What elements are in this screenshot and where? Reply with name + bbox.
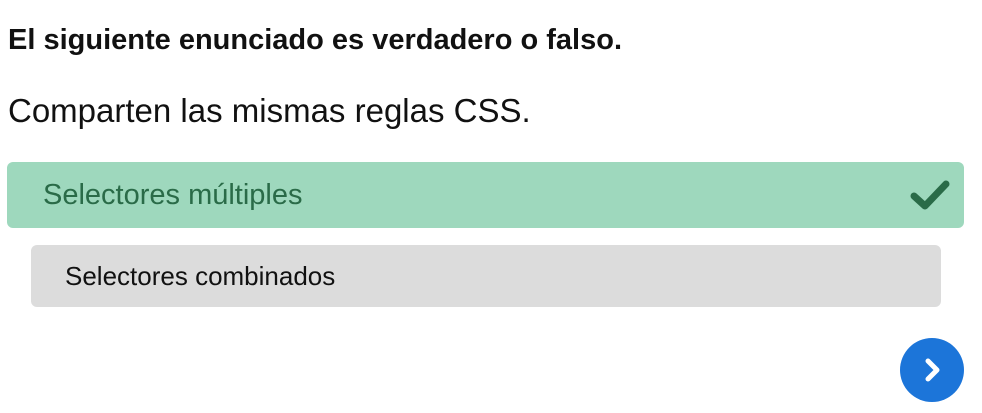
question-statement: Comparten las mismas reglas CSS. [8, 92, 531, 129]
check-icon [910, 178, 950, 212]
question-title: El siguiente enunciado es verdadero o fa… [8, 24, 622, 56]
chevron-right-icon [919, 357, 945, 383]
option-selectores-multiples[interactable]: Selectores múltiples [7, 162, 964, 228]
option-selectores-combinados[interactable]: Selectores combinados [31, 245, 941, 307]
option-label: Selectores múltiples [43, 178, 303, 211]
option-label: Selectores combinados [65, 260, 336, 291]
next-button[interactable] [900, 338, 964, 402]
